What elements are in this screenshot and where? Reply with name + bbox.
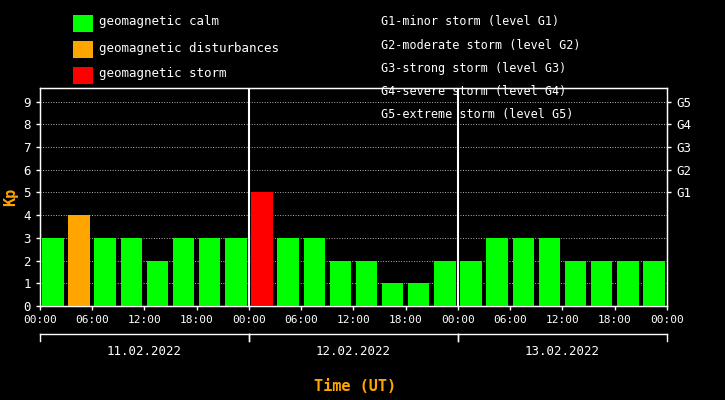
Bar [304, 238, 325, 306]
Text: G3-strong storm (level G3): G3-strong storm (level G3) [381, 62, 566, 75]
Text: G1-minor storm (level G1): G1-minor storm (level G1) [381, 16, 559, 28]
Bar [382, 283, 403, 306]
Bar [539, 238, 560, 306]
Bar [513, 238, 534, 306]
Bar [94, 238, 116, 306]
Text: 12.02.2022: 12.02.2022 [316, 345, 391, 358]
Bar [330, 260, 351, 306]
Bar [643, 260, 665, 306]
Bar [617, 260, 639, 306]
Text: 13.02.2022: 13.02.2022 [525, 345, 600, 358]
Bar [356, 260, 377, 306]
Bar [565, 260, 587, 306]
Text: Time (UT): Time (UT) [314, 379, 397, 394]
Bar [120, 238, 142, 306]
Text: geomagnetic disturbances: geomagnetic disturbances [99, 42, 278, 54]
Bar [278, 238, 299, 306]
Text: 11.02.2022: 11.02.2022 [107, 345, 182, 358]
Text: G5-extreme storm (level G5): G5-extreme storm (level G5) [381, 108, 573, 121]
Y-axis label: Kp: Kp [3, 188, 18, 206]
Bar [199, 238, 220, 306]
Bar [460, 260, 481, 306]
Text: geomagnetic storm: geomagnetic storm [99, 68, 226, 80]
Bar [434, 260, 455, 306]
Bar [252, 192, 273, 306]
Bar [68, 215, 90, 306]
Text: geomagnetic calm: geomagnetic calm [99, 16, 219, 28]
Bar [42, 238, 64, 306]
Bar [225, 238, 246, 306]
Bar [408, 283, 429, 306]
Text: G2-moderate storm (level G2): G2-moderate storm (level G2) [381, 39, 580, 52]
Bar [173, 238, 194, 306]
Bar [591, 260, 613, 306]
Bar [486, 238, 508, 306]
Bar [146, 260, 168, 306]
Text: G4-severe storm (level G4): G4-severe storm (level G4) [381, 85, 566, 98]
